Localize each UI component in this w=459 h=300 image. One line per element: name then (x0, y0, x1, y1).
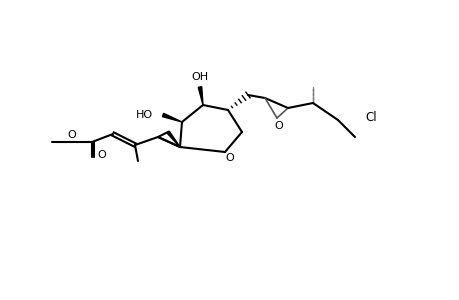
Text: HO: HO (135, 110, 153, 120)
Text: O: O (67, 130, 76, 140)
Text: O: O (97, 150, 106, 160)
Text: O: O (225, 153, 234, 163)
Polygon shape (167, 131, 179, 147)
Text: Cl: Cl (364, 110, 376, 124)
Text: OH: OH (191, 72, 208, 82)
Polygon shape (162, 113, 182, 122)
Polygon shape (198, 87, 202, 105)
Text: O: O (274, 121, 283, 131)
